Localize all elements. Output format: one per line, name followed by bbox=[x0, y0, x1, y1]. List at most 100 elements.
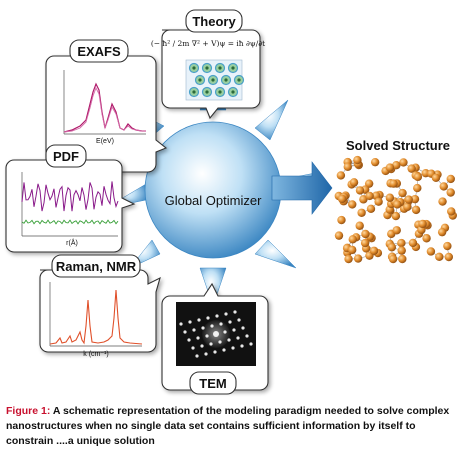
atom bbox=[403, 202, 412, 212]
diffraction-spot bbox=[209, 342, 213, 346]
diffraction-spot bbox=[196, 336, 200, 340]
diffraction-spot bbox=[240, 344, 244, 348]
atom bbox=[353, 254, 363, 263]
atom bbox=[397, 246, 406, 255]
atom bbox=[446, 188, 455, 197]
diffraction-spot bbox=[237, 318, 241, 322]
exafs-panel bbox=[45, 55, 168, 173]
schrodinger-equation: (− ħ² / 2m ∇² + V)ψ = iħ ∂ψ/∂t bbox=[151, 39, 265, 48]
atom bbox=[348, 200, 357, 209]
diffraction-spot bbox=[206, 316, 210, 320]
atom bbox=[387, 243, 397, 252]
atom bbox=[349, 178, 359, 187]
diffraction-spot bbox=[210, 324, 214, 328]
diffraction-spot bbox=[205, 334, 209, 338]
theory-tab: Theory bbox=[185, 9, 243, 33]
output-arrow bbox=[271, 161, 333, 215]
atom bbox=[422, 234, 431, 243]
atom bbox=[444, 252, 454, 262]
atom bbox=[385, 193, 395, 202]
diffraction-spot bbox=[232, 328, 236, 332]
diagram-canvas: Global Optimizer Theory (− ħ² / 2m ∇² + … bbox=[5, 9, 457, 395]
diffraction-spot bbox=[227, 338, 231, 342]
exafs-title: EXAFS bbox=[77, 44, 121, 59]
diffraction-spot bbox=[192, 328, 196, 332]
diffraction-spot bbox=[200, 344, 204, 348]
atom bbox=[347, 245, 357, 255]
atom bbox=[438, 197, 447, 206]
atom bbox=[357, 208, 366, 217]
atom bbox=[413, 183, 422, 193]
atom bbox=[365, 191, 374, 201]
atom bbox=[447, 207, 456, 216]
diffraction-spot bbox=[231, 346, 235, 350]
atom bbox=[370, 157, 380, 167]
caption-lead: Figure 1: bbox=[6, 405, 51, 417]
atom bbox=[360, 238, 370, 248]
exafs-trace-b bbox=[63, 86, 146, 133]
wavefunction-map bbox=[185, 59, 245, 101]
diffraction-spot bbox=[213, 350, 217, 354]
diffraction-spot bbox=[204, 352, 208, 356]
pdf-panel bbox=[5, 159, 136, 253]
atom bbox=[437, 227, 447, 237]
atom bbox=[343, 162, 352, 172]
atom bbox=[407, 164, 416, 173]
diffraction-spot bbox=[215, 314, 219, 318]
atom bbox=[435, 252, 444, 262]
solved-structure-cluster bbox=[334, 155, 457, 264]
hub-sphere bbox=[144, 121, 282, 259]
atom bbox=[359, 195, 368, 204]
atom bbox=[418, 219, 427, 229]
raman-trace bbox=[49, 289, 143, 345]
pdf-xlabel: r(Å) bbox=[66, 238, 78, 247]
figure-caption: Figure 1: A schematic representation of … bbox=[6, 404, 464, 449]
atom bbox=[411, 205, 421, 215]
pdf-tab: PDF bbox=[45, 144, 87, 168]
atom bbox=[426, 247, 436, 256]
diffraction-spot bbox=[219, 322, 223, 326]
atom bbox=[391, 211, 401, 221]
raman-xlabel: k (cm⁻¹) bbox=[83, 351, 108, 358]
diffraction-spot bbox=[249, 342, 253, 346]
atom bbox=[393, 200, 402, 209]
atom bbox=[353, 155, 362, 165]
atom bbox=[446, 174, 455, 184]
atom bbox=[355, 186, 365, 195]
diffraction-spot bbox=[233, 310, 237, 314]
atom bbox=[392, 161, 401, 170]
diffraction-spot bbox=[191, 346, 195, 350]
raman-plot: k (cm⁻¹) bbox=[49, 282, 143, 358]
raman-panel bbox=[39, 269, 161, 353]
atom bbox=[355, 221, 364, 230]
diffraction-spot bbox=[179, 322, 183, 326]
diffraction-spot bbox=[228, 320, 232, 324]
atom bbox=[410, 194, 420, 204]
atom bbox=[337, 215, 346, 225]
solved-structure-title: Solved Structure bbox=[346, 138, 450, 153]
atom bbox=[374, 197, 383, 206]
atom bbox=[336, 171, 346, 180]
atom bbox=[389, 179, 398, 188]
pdf-trace bbox=[21, 181, 119, 212]
atom bbox=[398, 188, 407, 198]
pdf-plot: r(Å) bbox=[21, 172, 119, 247]
pdf-difference bbox=[21, 219, 119, 225]
diffraction-spot bbox=[241, 326, 245, 330]
diffraction-spot bbox=[187, 338, 191, 342]
diffraction-spot bbox=[213, 331, 219, 337]
exafs-xlabel: E(eV) bbox=[96, 138, 114, 145]
atom bbox=[366, 204, 376, 214]
atom bbox=[361, 229, 370, 239]
atom bbox=[385, 163, 395, 172]
atom bbox=[398, 254, 407, 264]
diffraction-spot bbox=[222, 348, 226, 352]
diffraction-spot bbox=[223, 330, 227, 334]
atom bbox=[399, 158, 408, 167]
diffraction-spot bbox=[218, 340, 222, 344]
raman-title: Raman, NMR bbox=[56, 259, 137, 274]
atom bbox=[369, 246, 379, 255]
atom bbox=[337, 194, 347, 204]
diffraction-spot bbox=[224, 312, 228, 316]
atom bbox=[408, 238, 418, 248]
